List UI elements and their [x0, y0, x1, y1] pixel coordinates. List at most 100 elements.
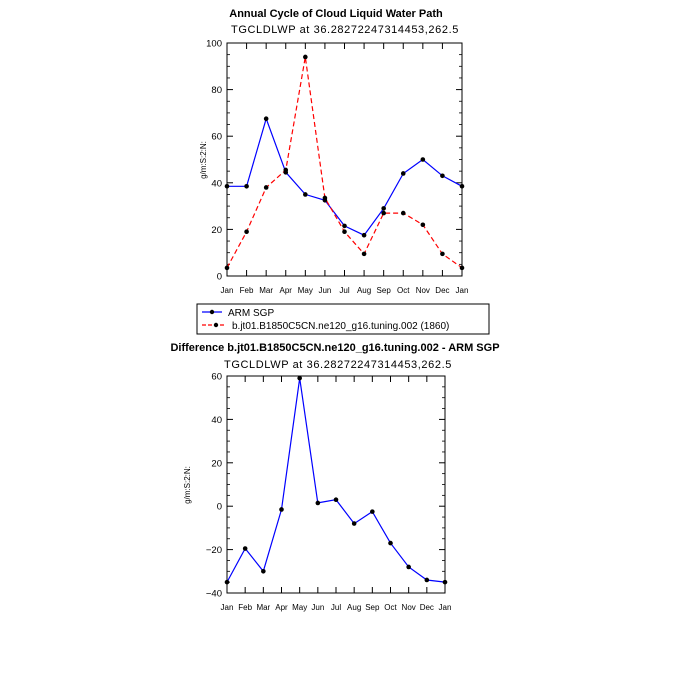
data-point — [244, 229, 249, 235]
series-points — [224, 375, 448, 585]
chart-title: Difference b.jt01.B1850C5CN.ne120_g16.tu… — [170, 342, 499, 354]
data-point — [361, 232, 367, 238]
x-tick-label: Nov — [416, 286, 430, 295]
data-point — [440, 173, 445, 179]
data-point — [315, 500, 321, 506]
x-tick-label: Aug — [357, 286, 371, 295]
y-axis-label: g/m:S:2:N: — [199, 141, 208, 179]
data-point — [261, 569, 266, 574]
chart-subtitle: TGCLDLWP at 36.28272247314453,262.5 — [224, 359, 452, 371]
x-tick-labels: Jan Feb Mar Apr May Jun Jul Aug Sep Oct Nov Dec Jan — [221, 603, 452, 612]
data-point — [224, 579, 230, 585]
data-point — [303, 54, 308, 60]
chart-title: Annual Cycle of Cloud Liquid Water Path — [229, 8, 443, 20]
x-tick-label: Jan — [221, 603, 234, 612]
axis-ticks — [226, 42, 463, 277]
series-lines — [226, 56, 463, 269]
data-point — [406, 564, 411, 570]
data-point — [263, 185, 269, 190]
y-axis-label: g/m:S:2:N: — [183, 466, 192, 504]
y-tick-label: 40 — [211, 178, 222, 189]
data-point — [224, 265, 230, 271]
x-tick-label: Jan — [439, 603, 452, 612]
data-point — [322, 195, 328, 201]
data-point — [442, 579, 448, 585]
x-tick-label: Aug — [347, 603, 361, 612]
data-point — [342, 229, 347, 235]
data-point — [370, 509, 375, 514]
x-tick-label: Apr — [275, 603, 288, 612]
x-tick-label: Mar — [256, 603, 270, 612]
series-points — [224, 54, 465, 271]
x-tick-label: Jun — [318, 286, 331, 295]
data-point — [381, 206, 386, 211]
x-tick-label: Nov — [402, 603, 416, 612]
legend-label-model: b.jt01.B1850C5CN.ne120_g16.tuning.002 (1… — [232, 321, 449, 332]
series-line — [227, 116, 463, 236]
data-point — [424, 577, 430, 583]
data-point — [342, 223, 347, 229]
plot-frame — [226, 375, 446, 594]
data-point — [459, 183, 465, 189]
chart-subtitle: TGCLDLWP at 36.28272247314453,262.5 — [231, 24, 459, 36]
y-tick-label: 20 — [211, 225, 222, 236]
data-point — [242, 546, 248, 551]
x-tick-label: Jan — [221, 286, 234, 295]
x-tick-label: Jan — [456, 286, 469, 295]
series-line — [226, 378, 446, 583]
plot-frame — [226, 42, 463, 277]
y-tick-label: −20 — [206, 545, 222, 556]
x-tick-labels: Jan Feb Mar Apr May Jun Jul Aug Sep Oct Nov Dec Jan — [221, 286, 469, 295]
x-tick-label: Dec — [420, 603, 434, 612]
y-tick-label: 20 — [211, 458, 222, 469]
y-tick-label: 0 — [217, 272, 222, 283]
y-tick-labels: 0 20 40 60 80 100 — [206, 39, 222, 283]
x-tick-label: Jul — [339, 286, 349, 295]
data-point — [400, 210, 406, 216]
data-point — [333, 497, 339, 502]
data-point — [459, 265, 465, 271]
x-tick-label: Oct — [397, 286, 410, 295]
x-tick-label: Sep — [377, 286, 392, 295]
data-point — [381, 210, 386, 216]
y-tick-label: 60 — [211, 132, 222, 143]
legend-marker-arm-sgp — [209, 309, 215, 315]
data-point — [224, 183, 230, 189]
data-point — [440, 251, 445, 257]
x-tick-label: Feb — [238, 603, 252, 612]
y-tick-label: 60 — [211, 372, 222, 383]
y-tick-label: 80 — [211, 85, 222, 96]
annual-cycle-chart: Annual Cycle of Cloud Liquid Water Path … — [199, 8, 468, 295]
legend-marker-model — [213, 322, 219, 328]
y-tick-label: 0 — [217, 502, 222, 513]
data-point — [351, 521, 357, 526]
data-point — [297, 375, 302, 381]
data-point — [244, 183, 249, 189]
y-tick-label: −40 — [206, 589, 222, 600]
legend-label-arm-sgp: ARM SGP — [228, 308, 274, 319]
data-point — [263, 116, 269, 122]
x-tick-label: Sep — [365, 603, 380, 612]
data-point — [279, 507, 284, 512]
x-tick-label: Apr — [280, 286, 293, 295]
data-point — [303, 192, 308, 197]
x-tick-label: Oct — [384, 603, 397, 612]
data-point — [400, 171, 406, 176]
legend-box — [196, 303, 490, 335]
x-tick-label: May — [298, 286, 313, 295]
y-tick-label: 100 — [206, 39, 222, 50]
data-point — [361, 251, 367, 257]
series-lines — [226, 378, 446, 583]
data-point — [388, 540, 393, 546]
y-tick-label: 40 — [211, 415, 222, 426]
data-point — [283, 167, 289, 173]
x-tick-label: Mar — [259, 286, 273, 295]
x-tick-label: Jul — [331, 603, 341, 612]
y-tick-labels: −40 −20 0 20 40 60 — [206, 372, 222, 600]
x-tick-label: Jun — [311, 603, 324, 612]
difference-chart: Difference b.jt01.B1850C5CN.ne120_g16.tu… — [170, 342, 499, 612]
x-tick-label: Feb — [240, 286, 254, 295]
data-point — [420, 157, 426, 162]
x-tick-label: May — [292, 603, 307, 612]
